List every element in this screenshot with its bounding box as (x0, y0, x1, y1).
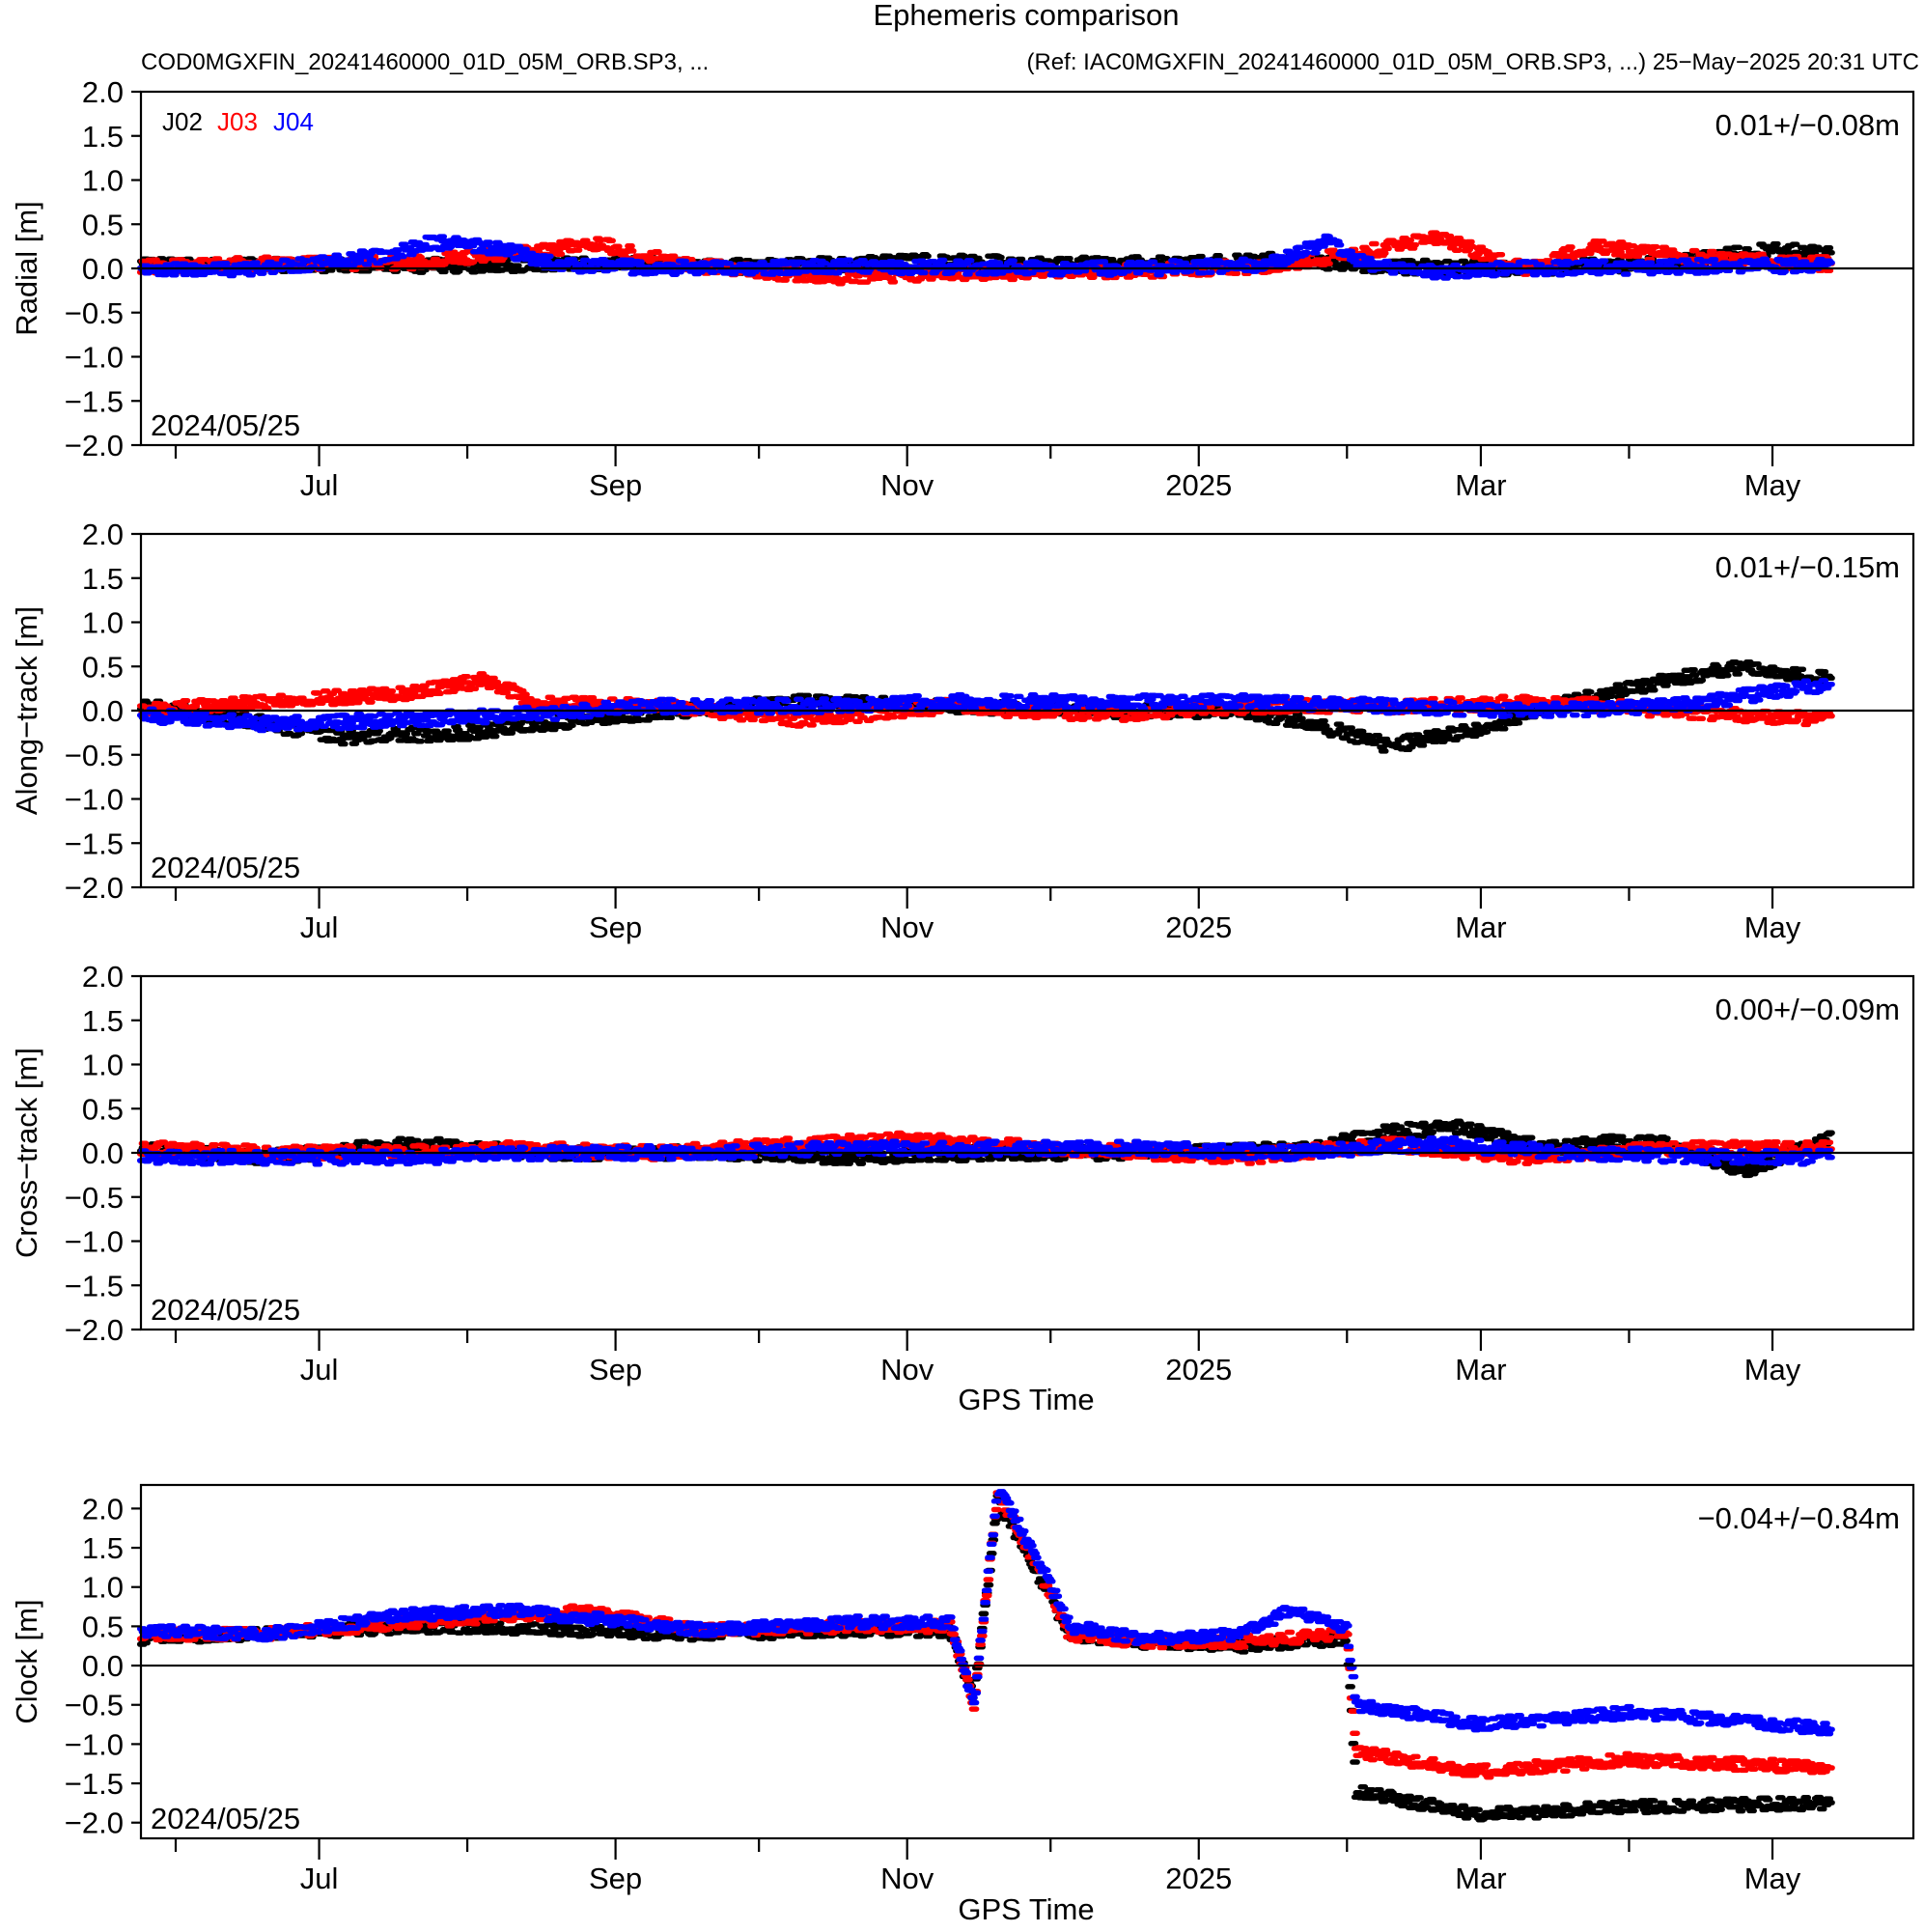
figure-title: Ephemeris comparison (873, 0, 1179, 32)
y-axis-label: Along−track [m] (10, 606, 43, 815)
y-tick-label: −1.5 (65, 826, 124, 860)
stat-label: 0.01+/−0.15m (1715, 550, 1900, 584)
start-date-label: 2024/05/25 (151, 408, 300, 442)
x-tick-label: Nov (880, 1353, 934, 1386)
x-tick-label: Sep (589, 1353, 642, 1386)
series-marks-j02 (136, 1493, 1835, 1823)
y-tick-label: −0.5 (65, 296, 124, 330)
panel-radial: J02 J03 J04 2.0 1.5 1.0 0.5 0.0 −0.5 −1.0 −1.5 −… (10, 75, 1915, 502)
y-tick-label: 2.0 (82, 75, 124, 109)
y-tick-label: 0.5 (82, 1092, 124, 1126)
x-axis-label: GPS Time (958, 1383, 1094, 1416)
panel-clock: 2.0 1.5 1.0 0.5 0.0 −0.5 −1.0 −1.5 −2.0 Jul Sep Nov… (10, 1483, 1915, 1926)
legend-label-j04: J04 (273, 107, 314, 136)
start-date-label: 2024/05/25 (151, 1293, 300, 1327)
y-tick-label: −2.0 (65, 429, 124, 462)
series-j04 (136, 1489, 1835, 1737)
y-tick-label: 0.5 (82, 208, 124, 241)
start-date-label: 2024/05/25 (151, 1802, 300, 1835)
x-tick-label: Jul (300, 1862, 339, 1895)
y-tick-label: 1.5 (82, 120, 124, 154)
series-j02 (136, 1493, 1835, 1823)
x-tick-label: 2025 (1165, 1862, 1232, 1895)
x-tick-label: Mar (1455, 1353, 1506, 1386)
x-tick-label: Jul (300, 910, 339, 944)
panel-cross-track: 2.0 1.5 1.0 0.5 0.0 −0.5 −1.0 −1.5 −2.0 Jul Sep Nov… (10, 960, 1915, 1416)
y-tick-label: 1.0 (82, 1049, 124, 1082)
stat-label: 0.00+/−0.09m (1715, 993, 1900, 1026)
panel-along-track: 2.0 1.5 1.0 0.5 0.0 −0.5 −1.0 −1.5 −2.0 Jul Sep Nov… (10, 518, 1915, 944)
x-tick-label: Nov (880, 468, 934, 502)
x-tick-label: Jul (300, 1353, 339, 1386)
y-tick-label: −2.0 (65, 871, 124, 905)
y-tick-label: −1.0 (65, 1727, 124, 1761)
y-tick-label: −1.5 (65, 1767, 124, 1801)
series-marks-j04 (136, 1489, 1835, 1737)
x-tick-label: Sep (589, 468, 642, 502)
x-axis-label: GPS Time (958, 1892, 1094, 1926)
reference-label: (Ref: IAC0MGXFIN_20241460000_01D_05M_ORB… (1026, 49, 1919, 75)
stat-label: −0.04+/−0.84m (1698, 1501, 1900, 1535)
stat-label: 0.01+/−0.08m (1715, 108, 1900, 142)
x-tick-label: May (1744, 910, 1801, 944)
x-tick-label: 2025 (1165, 910, 1232, 944)
y-tick-label: −1.5 (65, 1269, 124, 1302)
y-axis-label: Clock [m] (10, 1599, 43, 1723)
y-tick-label: 1.5 (82, 1531, 124, 1565)
y-tick-label: 1.5 (82, 1004, 124, 1038)
y-tick-label: 1.0 (82, 606, 124, 640)
y-axis-label: Radial [m] (10, 201, 43, 336)
y-tick-label: 0.0 (82, 252, 124, 286)
series-marks-j04 (136, 1134, 1835, 1167)
x-tick-label: Nov (880, 910, 934, 944)
start-date-label: 2024/05/25 (151, 851, 300, 884)
y-tick-label: 2.0 (82, 960, 124, 994)
y-tick-label: −1.0 (65, 341, 124, 375)
y-tick-label: 1.0 (82, 164, 124, 198)
x-tick-label: 2025 (1165, 1353, 1232, 1386)
x-tick-label: Mar (1455, 1862, 1506, 1895)
series-j04 (136, 1134, 1835, 1167)
y-tick-label: −2.0 (65, 1313, 124, 1347)
y-axis-label: Cross−track [m] (10, 1048, 43, 1258)
y-tick-label: −0.5 (65, 1689, 124, 1722)
x-tick-label: Jul (300, 468, 339, 502)
y-tick-label: −0.5 (65, 739, 124, 772)
y-tick-label: −0.5 (65, 1181, 124, 1215)
y-tick-label: 0.0 (82, 1136, 124, 1170)
product-label: COD0MGXFIN_20241460000_01D_05M_ORB.SP3, … (141, 49, 709, 75)
y-tick-label: 2.0 (82, 518, 124, 551)
x-tick-label: Sep (589, 1862, 642, 1895)
y-tick-label: 1.0 (82, 1571, 124, 1605)
plot-frame (139, 1483, 1915, 1840)
x-tick-label: May (1744, 1353, 1801, 1386)
x-tick-label: Mar (1455, 910, 1506, 944)
y-tick-label: 0.0 (82, 694, 124, 728)
y-tick-label: −1.0 (65, 1225, 124, 1259)
legend-label-j03: J03 (217, 107, 258, 136)
series-j04 (136, 678, 1835, 734)
legend-label-j02: J02 (162, 107, 203, 136)
y-tick-label: 1.5 (82, 562, 124, 596)
series-marks-j04 (136, 678, 1835, 734)
x-tick-label: Sep (589, 910, 642, 944)
y-tick-label: 0.0 (82, 1649, 124, 1683)
x-tick-label: 2025 (1165, 468, 1232, 502)
y-tick-label: 0.5 (82, 650, 124, 684)
y-tick-label: 0.5 (82, 1610, 124, 1643)
x-tick-label: May (1744, 1862, 1801, 1895)
x-tick-label: Nov (880, 1862, 934, 1895)
y-tick-label: −1.0 (65, 783, 124, 817)
y-tick-label: 2.0 (82, 1492, 124, 1526)
x-tick-label: May (1744, 468, 1801, 502)
y-tick-label: −1.5 (65, 384, 124, 418)
y-tick-label: −2.0 (65, 1806, 124, 1840)
x-tick-label: Mar (1455, 468, 1506, 502)
